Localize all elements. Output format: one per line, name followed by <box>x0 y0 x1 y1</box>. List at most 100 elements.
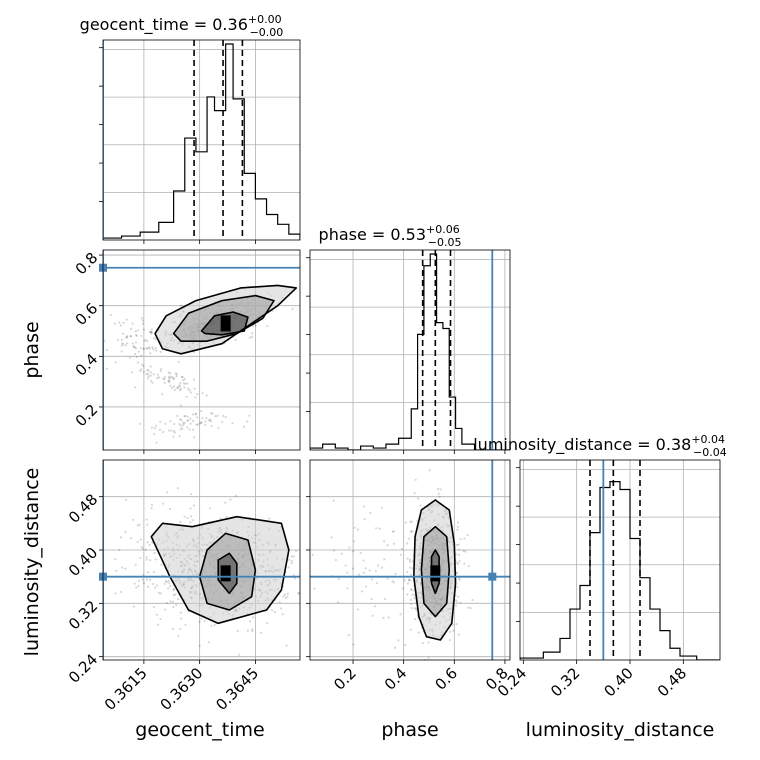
scatter-point <box>251 629 254 632</box>
scatter-point <box>153 427 156 430</box>
scatter-point <box>147 571 150 574</box>
scatter-point <box>459 601 462 604</box>
scatter-point <box>152 582 155 586</box>
scatter-point <box>407 537 411 540</box>
scatter-point <box>248 414 251 417</box>
scatter-point <box>179 381 182 385</box>
scatter-point <box>169 585 172 588</box>
scatter-point <box>356 608 360 611</box>
scatter-point <box>457 595 460 598</box>
scatter-point <box>118 321 121 324</box>
scatter-point <box>415 607 418 610</box>
scatter-point <box>172 377 175 380</box>
scatter-point <box>161 393 164 396</box>
scatter-point <box>173 430 176 433</box>
scatter-point <box>436 487 440 491</box>
scatter-point <box>404 521 407 524</box>
scatter-point <box>458 577 461 580</box>
scatter-point <box>224 501 227 504</box>
scatter-point <box>411 593 414 596</box>
scatter-point <box>374 570 377 573</box>
scatter-point <box>141 578 144 581</box>
scatter-point <box>380 506 383 509</box>
scatter-point <box>168 379 171 382</box>
scatter-point <box>313 587 316 590</box>
scatter-point <box>120 338 123 341</box>
scatter-point <box>145 558 148 561</box>
scatter-point <box>330 536 333 539</box>
scatter-point <box>133 345 136 349</box>
scatter-point <box>150 331 153 334</box>
scatter-point <box>184 623 187 626</box>
scatter-point <box>248 336 252 339</box>
scatter-point <box>151 541 154 544</box>
scatter-point <box>164 579 167 583</box>
scatter-point <box>152 605 155 609</box>
scatter-point <box>375 527 378 530</box>
scatter-point <box>200 421 203 425</box>
scatter-point <box>139 422 142 425</box>
scatter-point <box>189 391 193 394</box>
scatter-point <box>266 622 269 625</box>
scatter-point <box>176 414 179 417</box>
scatter-point <box>462 549 465 552</box>
scatter-point <box>155 584 159 587</box>
scatter-point <box>118 548 121 552</box>
scatter-point <box>229 498 232 501</box>
scatter-point <box>131 371 134 374</box>
scatter-point <box>455 543 459 546</box>
scatter-point <box>131 322 134 325</box>
panel-title-phase: phase = 0.53+0.06 −0.05 <box>319 223 462 249</box>
scatter-point <box>163 381 166 384</box>
scatter-point <box>119 590 123 594</box>
scatter-point <box>392 581 395 584</box>
scatter-point <box>290 561 293 565</box>
scatter-point <box>132 605 135 608</box>
scatter-point <box>180 418 183 422</box>
scatter-point <box>414 478 417 481</box>
scatter-point <box>251 332 254 335</box>
scatter-point <box>183 422 186 425</box>
scatter-point <box>159 617 162 621</box>
scatter-point <box>140 368 143 371</box>
scatter-point <box>213 623 216 627</box>
scatter-point <box>410 530 413 533</box>
scatter-point <box>149 365 152 368</box>
scatter-point <box>162 502 165 505</box>
scatter-point <box>162 377 165 380</box>
scatter-point <box>167 587 170 590</box>
scatter-point <box>281 613 284 616</box>
scatter-point <box>250 335 254 338</box>
scatter-point <box>168 429 171 432</box>
scatter-point <box>142 364 145 368</box>
scatter-point <box>168 377 171 380</box>
scatter-point <box>393 646 397 649</box>
scatter-point <box>173 431 176 434</box>
scatter-point <box>172 593 175 597</box>
scatter-point <box>146 347 149 350</box>
scatter-point <box>129 335 132 338</box>
scatter-point <box>332 549 336 552</box>
scatter-point <box>155 613 158 616</box>
scatter-point <box>409 578 412 582</box>
hist-panel-phase: phase = 0.53+0.06 −0.05 <box>306 223 511 454</box>
scatter-point <box>122 343 125 346</box>
scatter-point <box>179 404 183 407</box>
scatter-point <box>157 623 160 626</box>
scatter-point <box>288 558 291 561</box>
scatter-point <box>149 371 152 374</box>
scatter-point <box>201 392 204 395</box>
x-axis-label-phase: phase <box>381 719 438 741</box>
scatter-point <box>125 498 128 501</box>
scatter-point <box>182 379 185 382</box>
scatter-point <box>268 517 271 520</box>
scatter-point <box>287 566 290 569</box>
scatter-point <box>146 340 149 343</box>
scatter-point <box>438 495 441 498</box>
scatter-point <box>119 536 123 539</box>
scatter-point <box>149 379 153 383</box>
scatter-point <box>151 381 154 384</box>
scatter-point <box>466 533 469 537</box>
scatter-point <box>105 367 109 370</box>
scatter-point <box>171 627 174 630</box>
